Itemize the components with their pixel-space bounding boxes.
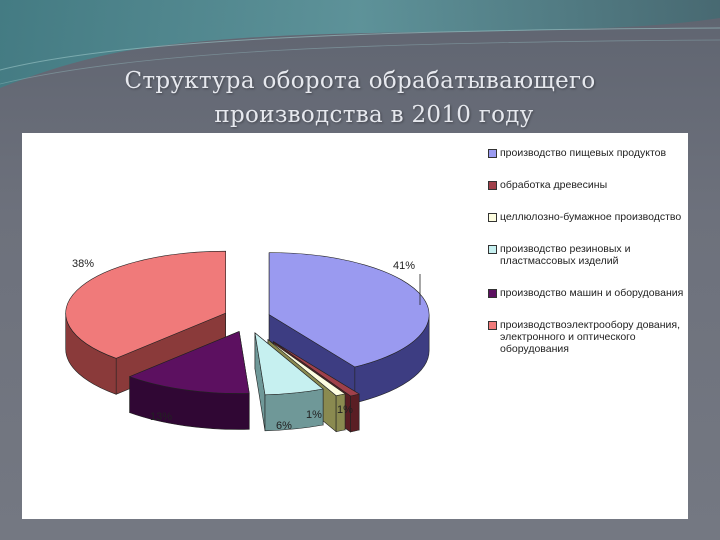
- legend-swatch: [488, 149, 497, 158]
- slide-title: Структура оборота обрабатывающего произв…: [0, 64, 720, 132]
- pie-chart: [65, 250, 430, 433]
- legend-item: производство машин и оборудования: [488, 287, 684, 299]
- legend-item: производствоэлектрообору дования, электр…: [488, 319, 684, 355]
- chart-panel: 41% 1% 1% 6% 13% 38% производство пищевых про…: [22, 133, 688, 519]
- legend-item: целлюлозно-бумажное производство: [488, 211, 684, 223]
- legend-item: производство резиновых и пластмассовых и…: [488, 243, 684, 267]
- legend-swatch: [488, 213, 497, 222]
- pie-slice-4: [128, 331, 250, 430]
- pie-slice-3: [254, 332, 324, 432]
- title-line-1: Структура оборота обрабатывающего: [124, 68, 596, 94]
- slice-value-label: 1%: [306, 409, 322, 421]
- slice-value-label: 13%: [150, 411, 173, 423]
- pie-slice-2-top: [267, 339, 346, 396]
- slide-header-swoosh: [0, 0, 720, 88]
- slice-value-label: 6%: [276, 420, 292, 432]
- pie-slice-0: [268, 252, 430, 404]
- pie-slice-3-top: [254, 332, 324, 396]
- slice-value-label: 1%: [337, 404, 353, 416]
- legend-item: обработка древесины: [488, 179, 684, 191]
- legend-swatch: [488, 289, 497, 298]
- legend-label: производство машин и оборудования: [500, 287, 684, 299]
- slice-value-label: 41%: [393, 260, 416, 272]
- pie-slice-1-top: [273, 341, 360, 397]
- legend-label: производство пищевых продуктов: [500, 147, 667, 159]
- legend-item: производство пищевых продуктов: [488, 147, 684, 159]
- legend-label: производство резиновых и пластмассовых и…: [500, 243, 631, 267]
- legend-swatch: [488, 321, 497, 330]
- legend-label: производствоэлектрообору дования, электр…: [500, 319, 681, 355]
- legend-label: целлюлозно-бумажное производство: [500, 211, 682, 223]
- legend-swatch: [488, 245, 497, 254]
- pie-slice-0-top: [268, 252, 430, 368]
- title-line-2: производства в 2010 году: [214, 102, 534, 128]
- slice-value-label: 38%: [72, 258, 95, 270]
- legend-label: обработка древесины: [500, 179, 608, 191]
- pie-slice-5-top: [65, 250, 226, 359]
- legend-swatch: [488, 181, 497, 190]
- chart-legend: производство пищевых продуктов обработка …: [488, 147, 684, 375]
- pie-slice-4-top: [128, 331, 250, 394]
